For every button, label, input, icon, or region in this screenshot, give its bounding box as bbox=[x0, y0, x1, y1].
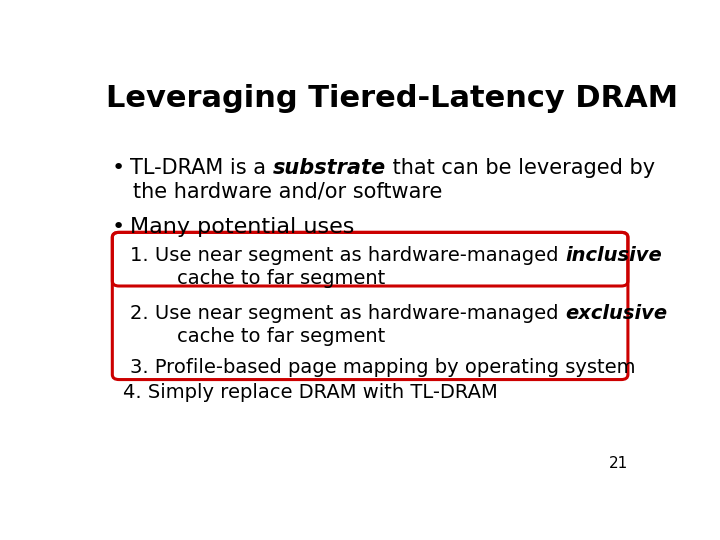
Text: 2. Use near segment as hardware-managed: 2. Use near segment as hardware-managed bbox=[130, 304, 565, 323]
Text: cache to far segment: cache to far segment bbox=[153, 327, 386, 346]
Text: •: • bbox=[111, 217, 125, 237]
Text: 3. Profile-based page mapping by operating system: 3. Profile-based page mapping by operati… bbox=[130, 358, 636, 377]
Text: Many potential uses: Many potential uses bbox=[130, 217, 354, 237]
Text: exclusive: exclusive bbox=[565, 304, 667, 323]
Text: 1. Use near segment as hardware-managed: 1. Use near segment as hardware-managed bbox=[130, 246, 565, 265]
Text: substrate: substrate bbox=[273, 158, 386, 178]
Text: cache to far segment: cache to far segment bbox=[153, 268, 386, 287]
Text: that can be leveraged by: that can be leveraged by bbox=[386, 158, 655, 178]
Text: inclusive: inclusive bbox=[565, 246, 662, 265]
Text: TL-DRAM is a: TL-DRAM is a bbox=[130, 158, 273, 178]
Text: the hardware and/or software: the hardware and/or software bbox=[133, 181, 442, 201]
Text: Leveraging Tiered-Latency DRAM: Leveraging Tiered-Latency DRAM bbox=[106, 84, 678, 112]
Text: 21: 21 bbox=[609, 456, 629, 471]
Text: •: • bbox=[111, 158, 125, 178]
Text: 4. Simply replace DRAM with TL-DRAM: 4. Simply replace DRAM with TL-DRAM bbox=[124, 383, 498, 402]
